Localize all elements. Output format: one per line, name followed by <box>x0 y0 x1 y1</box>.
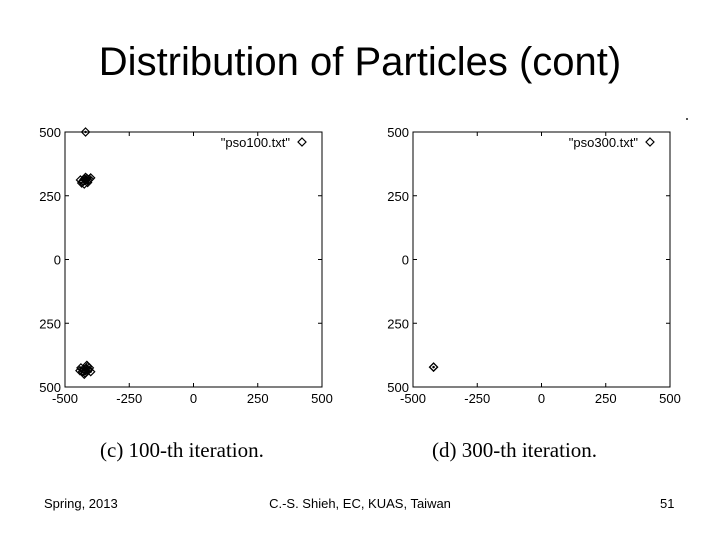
y-tick-label: 500 <box>39 125 61 140</box>
data-point <box>428 362 439 372</box>
x-tick-label: 500 <box>659 391 681 406</box>
x-tick-label: 250 <box>247 391 269 406</box>
plot-frame <box>64 131 323 388</box>
data-point-center <box>84 178 88 182</box>
legend-marker <box>297 137 307 147</box>
data-point-center <box>79 178 82 182</box>
y-tick-label: 0 <box>402 253 409 268</box>
y-tick-label: 500 <box>387 125 409 140</box>
y-tick-label: 0 <box>54 253 61 268</box>
x-tick-label: 250 <box>595 391 617 406</box>
data-point-center <box>89 370 92 373</box>
footer-author: C.-S. Shieh, EC, KUAS, Taiwan <box>269 496 451 511</box>
y-tick-label: 250 <box>387 189 409 204</box>
y-tick-label: 250 <box>387 316 409 331</box>
legend-label: "pso300.txt" <box>569 135 639 150</box>
data-point-center <box>84 130 87 134</box>
x-tick-label: -250 <box>464 391 490 406</box>
data-point <box>80 127 91 137</box>
data-point-center <box>78 369 82 372</box>
legend-marker <box>645 137 655 147</box>
data-point-center <box>432 365 435 369</box>
legend-label: "pso100.txt" <box>221 135 291 150</box>
footer-page-number: 51 <box>660 496 675 511</box>
footer-date: Spring, 2013 <box>44 496 118 511</box>
caption-300-iteration: (d) 300-th iteration. <box>432 438 598 462</box>
y-tick-label: 250 <box>39 189 61 204</box>
x-tick-label: -500 <box>52 391 78 406</box>
data-point-center <box>89 176 92 180</box>
x-tick-label: 0 <box>190 391 197 406</box>
data-point <box>85 173 96 183</box>
plot-frame <box>412 131 671 388</box>
y-tick-label: 500 <box>387 380 409 395</box>
x-tick-label: -250 <box>116 391 142 406</box>
data-point <box>82 361 93 372</box>
slide-title: Distribution of Particles (cont) <box>98 40 622 84</box>
x-tick-label: -500 <box>400 391 426 406</box>
y-tick-label: 250 <box>39 316 61 331</box>
caption-100-iteration: (c) 100-th iteration. <box>100 438 264 462</box>
x-tick-label: 500 <box>311 391 333 406</box>
data-point <box>81 175 91 185</box>
y-tick-label: 500 <box>39 380 61 395</box>
data-point-center <box>84 369 87 372</box>
stray-dot <box>686 118 688 120</box>
x-tick-label: 0 <box>538 391 545 406</box>
data-point-center <box>86 365 89 368</box>
